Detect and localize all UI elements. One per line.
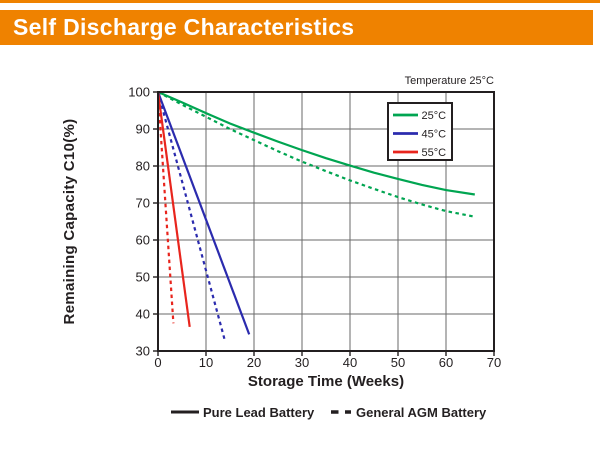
series-25c-pure-lead-battery [157,90,475,196]
plot-border [157,91,495,352]
x-tick-label: 40 [343,355,357,370]
legend-label-45-c: 45°C [422,129,447,141]
series-45c-general-agm-battery [156,91,227,343]
legend-box [387,102,453,161]
y-tick-label: 30 [136,344,150,359]
x-tick-label: 70 [487,355,501,370]
x-axis-title: Storage Time (Weeks) [248,373,404,390]
legend-label-25-c: 25°C [422,110,447,122]
y-tick-label: 50 [136,270,150,285]
header-accent-strip [0,0,600,3]
style-legend-label-general-agm-battery: General AGM Battery [356,405,487,420]
y-tick-label: 90 [136,122,150,137]
x-tick-label: 50 [391,355,405,370]
x-tick-label: 20 [247,355,261,370]
page-header: Self Discharge Characteristics [0,10,593,45]
x-tick-label: 0 [154,355,161,370]
y-tick-label: 80 [136,159,150,174]
x-tick-label: 10 [199,355,213,370]
style-legend-label-pure-lead-battery: Pure Lead Battery [203,405,315,420]
page-title: Self Discharge Characteristics [13,14,355,40]
legend-label-55-c: 55°C [422,147,447,159]
x-tick-label: 60 [439,355,453,370]
x-tick-label: 30 [295,355,309,370]
series-55c-pure-lead-battery [156,91,191,328]
y-tick-label: 100 [128,85,150,100]
y-tick-label: 60 [136,233,150,248]
series-25c-general-agm-battery [157,91,476,218]
temperature-annotation: Temperature 25°C [405,75,494,87]
y-axis-title: Remaining Capacity C10(%) [61,119,78,325]
y-tick-label: 70 [136,196,150,211]
y-tick-label: 40 [136,307,150,322]
series-45c-pure-lead-battery [156,91,251,335]
